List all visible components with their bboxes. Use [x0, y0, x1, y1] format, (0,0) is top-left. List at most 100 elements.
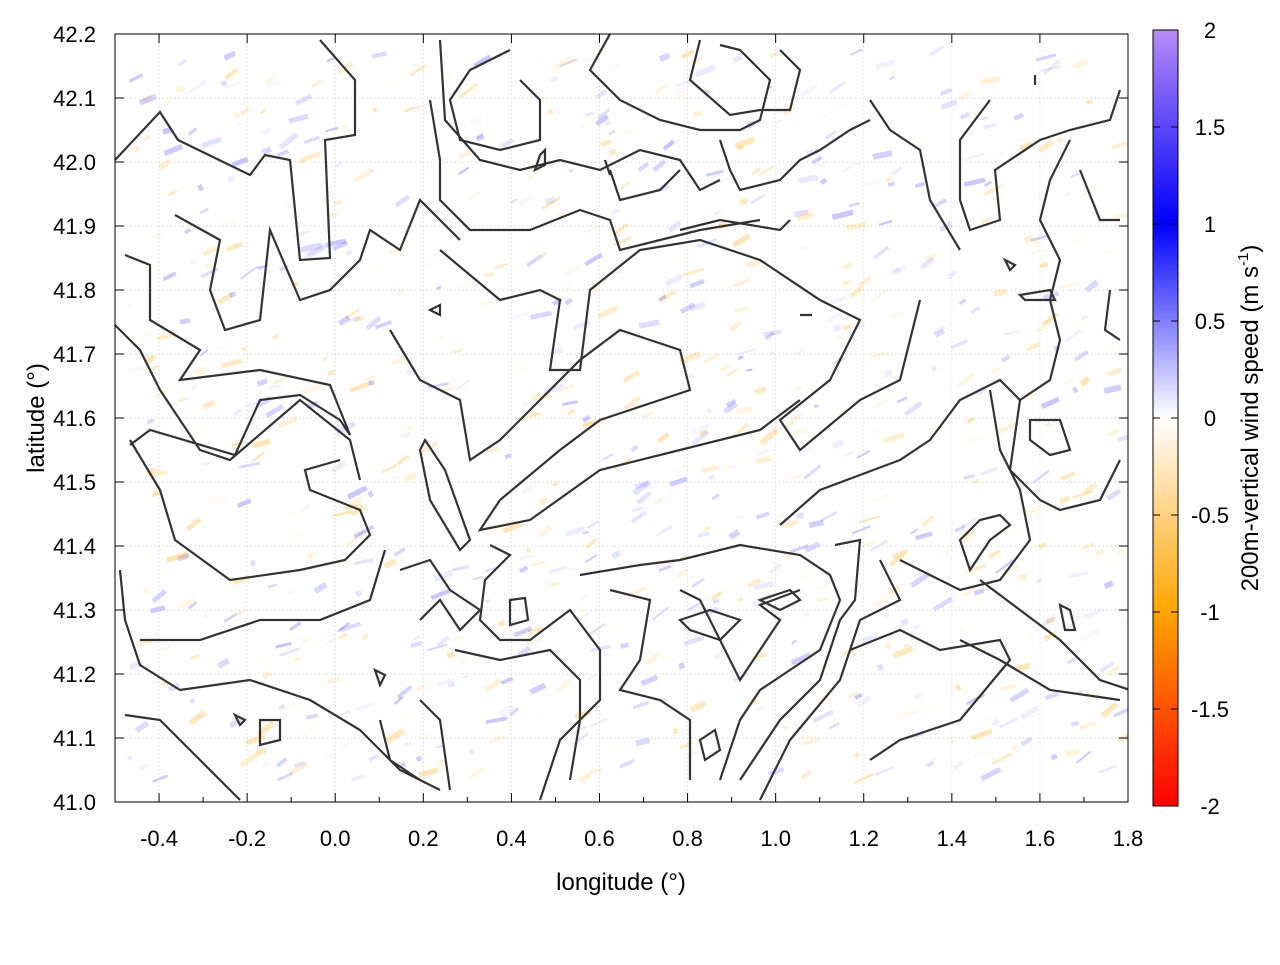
- heat-cell: [930, 425, 941, 433]
- heat-cell: [970, 728, 993, 741]
- contour-line: [399, 558, 482, 632]
- heat-cell: [755, 511, 770, 520]
- heat-cell: [728, 320, 743, 333]
- heat-cell: [1063, 377, 1075, 387]
- heat-cell: [393, 695, 404, 705]
- heat-cell: [950, 338, 969, 350]
- heat-cell: [783, 550, 797, 560]
- heat-cell: [325, 637, 337, 645]
- heat-cell: [1016, 662, 1031, 672]
- heat-cell: [712, 598, 720, 604]
- heat-cell: [842, 280, 851, 287]
- heat-cell: [513, 627, 534, 635]
- heat-cell: [981, 116, 989, 121]
- heat-cell: [1039, 261, 1049, 270]
- heat-cell: [353, 167, 374, 184]
- heat-cell: [705, 169, 724, 177]
- heat-cell: [827, 135, 834, 140]
- heat-cell: [987, 549, 1002, 559]
- heat-cell: [924, 757, 937, 768]
- heat-cell: [683, 635, 704, 647]
- heat-cell: [534, 60, 540, 65]
- heat-cell: [462, 675, 468, 679]
- heat-cell: [798, 570, 813, 582]
- heat-cell: [1081, 314, 1088, 320]
- heat-cell: [920, 256, 935, 270]
- heat-cell: [472, 575, 483, 581]
- heat-cell: [404, 425, 414, 431]
- heat-cell: [279, 647, 301, 657]
- heat-cell: [798, 734, 816, 740]
- heat-cell: [368, 380, 375, 386]
- heat-cell: [582, 415, 591, 423]
- contour-line: [779, 378, 1121, 526]
- heat-cell: [568, 168, 574, 174]
- heat-cell: [157, 158, 172, 172]
- heat-cell: [393, 547, 406, 557]
- heat-cell: [722, 401, 738, 415]
- heat-cell: [412, 103, 425, 111]
- colorbar-tick-label: 1: [1204, 212, 1216, 237]
- heat-cell: [1035, 53, 1057, 62]
- heat-cell: [265, 403, 285, 419]
- heat-cell: [1079, 376, 1091, 387]
- heat-cell: [436, 552, 444, 559]
- heat-cell: [153, 464, 165, 473]
- heat-cell: [501, 138, 515, 149]
- heat-cell: [956, 371, 977, 388]
- heat-cell: [884, 642, 892, 650]
- heat-cell: [1103, 537, 1123, 547]
- colorbar-tick-label: -1: [1200, 600, 1220, 625]
- heat-cell: [329, 710, 351, 719]
- heat-cell: [151, 676, 170, 685]
- grid-lines: [115, 33, 1129, 803]
- heat-cell: [1070, 171, 1081, 179]
- heat-cell: [467, 190, 481, 202]
- heat-cell: [923, 252, 939, 263]
- heat-cell: [830, 294, 848, 305]
- heat-cell: [435, 285, 442, 291]
- heat-cell: [899, 617, 910, 627]
- heat-cell: [732, 54, 744, 63]
- heat-cell: [244, 400, 263, 408]
- heat-cell: [189, 259, 199, 266]
- heat-cell: [228, 717, 243, 729]
- heat-cell: [402, 472, 418, 483]
- heat-cell: [201, 136, 222, 149]
- contour-line: [124, 713, 241, 801]
- heat-cell: [500, 676, 514, 685]
- heat-cell: [728, 529, 741, 540]
- heat-cell: [380, 463, 398, 474]
- heat-cell: [872, 150, 893, 160]
- heat-cell: [400, 714, 411, 723]
- heat-cell: [991, 752, 1013, 766]
- heat-cell: [640, 674, 659, 687]
- heat-cell: [172, 388, 185, 399]
- contour-line: [448, 49, 542, 152]
- heat-cell: [983, 122, 998, 130]
- heat-cell: [694, 63, 717, 78]
- heat-cell: [790, 652, 812, 666]
- heat-cell: [815, 74, 826, 79]
- heat-cell: [261, 670, 272, 680]
- heat-cell: [982, 211, 990, 218]
- heat-cell: [995, 559, 1015, 575]
- heat-cell: [547, 346, 564, 356]
- heat-cell: [634, 480, 649, 489]
- heat-cell: [860, 633, 878, 645]
- heat-cell: [311, 389, 328, 404]
- heat-cell: [285, 203, 293, 210]
- heat-cell: [457, 166, 470, 176]
- heat-cell: [877, 663, 884, 671]
- heat-cell: [1080, 627, 1100, 643]
- heat-cell: [993, 288, 1008, 297]
- heat-cell: [939, 87, 953, 97]
- heat-cell: [910, 571, 930, 588]
- heat-cell: [854, 692, 863, 700]
- heat-cell: [991, 718, 1000, 727]
- heat-cell: [344, 248, 354, 257]
- heat-cell: [969, 305, 981, 315]
- heat-cell: [874, 766, 894, 776]
- heat-cell: [658, 564, 672, 573]
- heat-cell: [1082, 482, 1098, 495]
